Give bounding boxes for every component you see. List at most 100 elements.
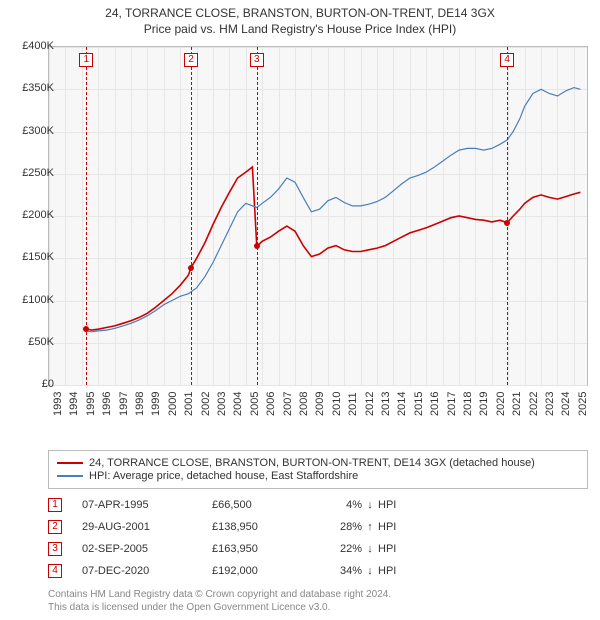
- x-axis-label: 2007: [282, 392, 294, 416]
- gridline-horizontal: [49, 385, 587, 386]
- x-axis-label: 2019: [478, 392, 490, 416]
- footer-line-2: This data is licensed under the Open Gov…: [48, 601, 588, 614]
- transaction-hpi-label: HPI: [378, 565, 418, 577]
- event-vline: [507, 47, 508, 385]
- chart-footer: Contains HM Land Registry data © Crown c…: [48, 588, 588, 614]
- transaction-row: 1 07-APR-1995£66,5004%↓HPI: [48, 494, 588, 516]
- chart-legend: 24, TORRANCE CLOSE, BRANSTON, BURTON-ON-…: [48, 450, 588, 489]
- y-axis-label: £300K: [10, 125, 54, 137]
- transaction-pct: 34%: [312, 565, 362, 577]
- x-axis-label: 2024: [560, 392, 572, 416]
- transaction-arrow-icon: ↓: [362, 543, 378, 555]
- event-vline: [191, 47, 192, 385]
- y-axis-label: £350K: [10, 82, 54, 94]
- x-axis-label: 2015: [413, 392, 425, 416]
- legend-label: 24, TORRANCE CLOSE, BRANSTON, BURTON-ON-…: [89, 457, 535, 469]
- event-dot: [254, 243, 260, 249]
- transaction-date: 02-SEP-2005: [82, 543, 212, 555]
- x-axis-label: 2022: [528, 392, 540, 416]
- x-axis-label: 1996: [101, 392, 113, 416]
- transaction-date: 07-DEC-2020: [82, 565, 212, 577]
- legend-item: 24, TORRANCE CLOSE, BRANSTON, BURTON-ON-…: [57, 457, 579, 469]
- event-vline: [257, 47, 258, 385]
- chart-title-sub: Price paid vs. HM Land Registry's House …: [0, 22, 600, 36]
- transaction-pct: 4%: [312, 499, 362, 511]
- transaction-pct: 28%: [312, 521, 362, 533]
- x-axis-label: 2002: [200, 392, 212, 416]
- x-axis-label: 2018: [462, 392, 474, 416]
- transaction-row: 3 02-SEP-2005£163,95022%↓HPI: [48, 538, 588, 560]
- event-dot: [83, 326, 89, 332]
- x-axis-label: 2009: [314, 392, 326, 416]
- transaction-arrow-icon: ↓: [362, 499, 378, 511]
- transaction-date: 29-AUG-2001: [82, 521, 212, 533]
- transaction-marker: 2: [48, 520, 62, 534]
- footer-line-1: Contains HM Land Registry data © Crown c…: [48, 588, 588, 601]
- x-axis-label: 1999: [150, 392, 162, 416]
- chart-plot: 1 2 3 4: [48, 46, 588, 386]
- x-axis-label: 1993: [52, 392, 64, 416]
- transaction-hpi-label: HPI: [378, 521, 418, 533]
- x-axis-label: 2025: [577, 392, 589, 416]
- transaction-hpi-label: HPI: [378, 499, 418, 511]
- legend-swatch: [57, 462, 83, 464]
- event-dot: [504, 220, 510, 226]
- x-axis-label: 2001: [183, 392, 195, 416]
- transaction-marker: 4: [48, 564, 62, 578]
- transaction-price: £66,500: [212, 499, 312, 511]
- event-dot: [188, 265, 194, 271]
- x-axis-label: 2005: [249, 392, 261, 416]
- event-marker: 1: [79, 53, 93, 67]
- event-vline: [86, 47, 87, 385]
- x-axis-label: 2011: [347, 392, 359, 416]
- y-axis-label: £0: [10, 378, 54, 390]
- x-axis-label: 1998: [134, 392, 146, 416]
- x-axis-label: 2006: [265, 392, 277, 416]
- y-axis-label: £200K: [10, 209, 54, 221]
- transaction-marker: 1: [48, 498, 62, 512]
- event-marker: 3: [250, 53, 264, 67]
- x-axis-label: 2003: [216, 392, 228, 416]
- y-axis-label: £250K: [10, 167, 54, 179]
- x-axis-label: 2014: [396, 392, 408, 416]
- event-marker: 2: [184, 53, 198, 67]
- transaction-pct: 22%: [312, 543, 362, 555]
- y-axis-label: £50K: [10, 336, 54, 348]
- transaction-hpi-label: HPI: [378, 543, 418, 555]
- x-axis-label: 1994: [68, 392, 80, 416]
- y-axis-label: £150K: [10, 251, 54, 263]
- x-axis-label: 2000: [167, 392, 179, 416]
- x-axis-label: 2021: [511, 392, 523, 416]
- chart-title-main: 24, TORRANCE CLOSE, BRANSTON, BURTON-ON-…: [0, 6, 600, 20]
- event-marker: 4: [500, 53, 514, 67]
- transaction-marker: 3: [48, 542, 62, 556]
- page: 24, TORRANCE CLOSE, BRANSTON, BURTON-ON-…: [0, 0, 600, 620]
- transaction-price: £163,950: [212, 543, 312, 555]
- transaction-row: 2 29-AUG-2001£138,95028%↑HPI: [48, 516, 588, 538]
- transaction-arrow-icon: ↑: [362, 521, 378, 533]
- y-axis-label: £100K: [10, 294, 54, 306]
- chart-titles: 24, TORRANCE CLOSE, BRANSTON, BURTON-ON-…: [0, 0, 600, 36]
- x-axis-label: 2013: [380, 392, 392, 416]
- legend-label: HPI: Average price, detached house, East…: [89, 470, 358, 482]
- x-axis-label: 2017: [446, 392, 458, 416]
- legend-item: HPI: Average price, detached house, East…: [57, 470, 579, 482]
- x-axis-label: 2008: [298, 392, 310, 416]
- transaction-price: £192,000: [212, 565, 312, 577]
- y-axis-label: £400K: [10, 40, 54, 52]
- x-axis-label: 2016: [429, 392, 441, 416]
- x-axis-label: 2010: [331, 392, 343, 416]
- chart-area: 1 2 3 4: [48, 46, 588, 416]
- transaction-row: 4 07-DEC-2020£192,00034%↓HPI: [48, 560, 588, 582]
- x-axis-label: 1997: [118, 392, 130, 416]
- transaction-price: £138,950: [212, 521, 312, 533]
- x-axis-label: 2012: [364, 392, 376, 416]
- transaction-date: 07-APR-1995: [82, 499, 212, 511]
- x-axis-label: 1995: [85, 392, 97, 416]
- transaction-table: 107-APR-1995£66,5004%↓HPI229-AUG-2001£13…: [48, 494, 588, 582]
- x-axis-label: 2004: [232, 392, 244, 416]
- transaction-arrow-icon: ↓: [362, 565, 378, 577]
- x-axis-label: 2020: [495, 392, 507, 416]
- legend-swatch: [57, 475, 83, 477]
- x-axis-label: 2023: [544, 392, 556, 416]
